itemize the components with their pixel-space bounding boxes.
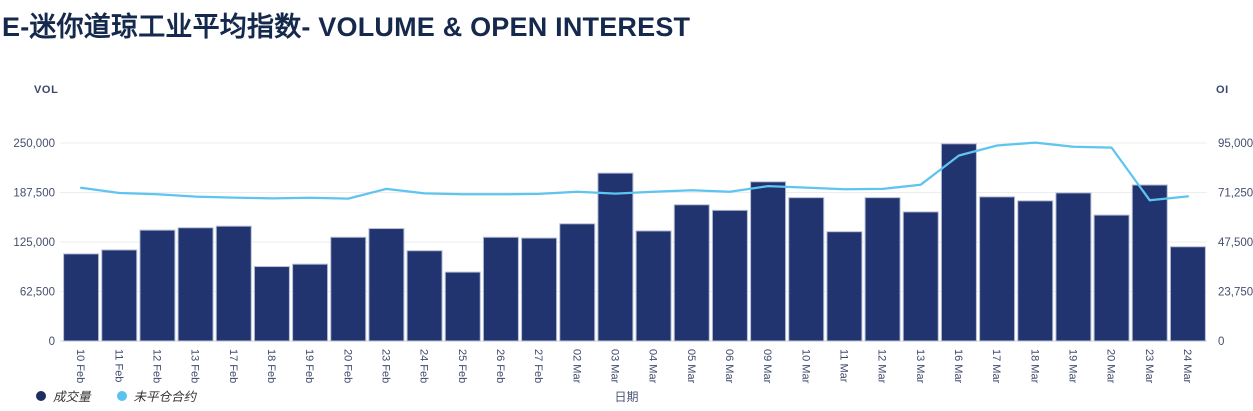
volume-bar[interactable] — [406, 250, 443, 342]
volume-bar[interactable] — [559, 223, 596, 342]
volume-bar[interactable] — [521, 237, 558, 342]
volume-bar[interactable] — [253, 266, 290, 342]
x-axis-label: 11 Feb — [112, 349, 124, 382]
left-axis-tick-label: 62,500 — [20, 287, 55, 299]
volume-bar[interactable] — [444, 271, 481, 342]
volume-bar[interactable] — [1017, 200, 1054, 342]
x-axis-label: 12 Feb — [150, 349, 162, 383]
volume-bar[interactable] — [902, 211, 939, 342]
right-axis-tick-label: 47,500 — [1218, 237, 1253, 249]
volume-bar[interactable] — [864, 197, 901, 342]
x-axis-label: 11 Mar — [837, 349, 849, 383]
x-axis-label: 12 Mar — [876, 349, 888, 384]
left-axis-tick-label: 125,000 — [13, 237, 55, 249]
right-axis-tick-label: 71,250 — [1218, 188, 1253, 200]
volume-bar[interactable] — [63, 253, 100, 342]
page-title: E-迷你道琼工业平均指数- VOLUME & OPEN INTEREST — [2, 12, 691, 42]
x-axis-label: 10 Mar — [799, 349, 811, 384]
right-axis-tick-label: 95,000 — [1218, 138, 1253, 150]
x-axis-label: 04 Mar — [647, 349, 659, 384]
volume-bar[interactable] — [1169, 246, 1206, 342]
open-interest-legend-label: 未平仓合约 — [133, 390, 197, 404]
volume-bar[interactable] — [826, 231, 863, 342]
volume-bar[interactable] — [788, 197, 825, 342]
x-axis-label: 10 Feb — [74, 349, 86, 383]
volume-bar[interactable] — [482, 236, 519, 342]
volume-bar[interactable] — [139, 229, 176, 342]
x-axis-label: 09 Mar — [761, 349, 773, 384]
x-axis-label: 06 Mar — [723, 349, 735, 384]
x-axis-label: 18 Mar — [1028, 349, 1040, 384]
x-axis-label: 03 Mar — [608, 349, 620, 384]
volume-bar[interactable] — [330, 236, 367, 342]
legend-item-volume[interactable]: 成交量 — [36, 386, 91, 405]
open-interest-legend-dot — [116, 390, 127, 401]
x-axis-label: 19 Feb — [303, 349, 315, 383]
volume-bar[interactable] — [1093, 214, 1130, 342]
x-axis-label: 20 Feb — [341, 349, 353, 383]
left-axis-tick-label: 0 — [49, 336, 55, 348]
x-axis-label: 13 Feb — [189, 349, 201, 383]
left-axis-tick-label: 250,000 — [13, 138, 55, 150]
x-axis-label: 24 Mar — [1181, 349, 1193, 384]
x-axis-label: 16 Mar — [952, 349, 964, 384]
volume-bar[interactable] — [101, 249, 138, 342]
open-interest-line — [79, 141, 1190, 202]
x-axis-label: 05 Mar — [685, 349, 697, 384]
left-axis-title: VOL — [34, 84, 59, 96]
volume-legend-dot — [36, 390, 46, 401]
x-axis-label: 24 Feb — [418, 349, 430, 383]
legend: 成交量 未平仓合约 — [36, 386, 196, 405]
right-axis-tick-label: 23,750 — [1218, 287, 1253, 299]
x-axis-label: 25 Feb — [456, 349, 468, 383]
volume-bar[interactable] — [1131, 184, 1168, 342]
right-axis-tick-label: 0 — [1218, 336, 1224, 348]
x-axis-label: 17 Mar — [990, 349, 1002, 384]
volume-bar[interactable] — [979, 196, 1016, 342]
x-axis-label: 13 Mar — [914, 349, 926, 384]
x-axis-label: 17 Feb — [227, 349, 239, 383]
right-axis-title: OI — [1216, 84, 1229, 96]
volume-bar[interactable] — [711, 209, 748, 342]
volume-bar[interactable] — [215, 225, 252, 342]
x-axis-label: 02 Mar — [570, 349, 582, 384]
volume-bar[interactable] — [673, 204, 710, 342]
volume-bar[interactable] — [368, 228, 405, 342]
volume-bar[interactable] — [940, 143, 977, 342]
x-axis-label: 18 Feb — [265, 349, 277, 383]
left-axis-tick-label: 187,500 — [13, 188, 55, 200]
volume-bar[interactable] — [177, 227, 214, 342]
x-axis-label: 23 Mar — [1143, 349, 1155, 384]
x-axis-label: 27 Feb — [532, 349, 544, 383]
x-axis-label: 19 Mar — [1066, 349, 1078, 384]
volume-bar[interactable] — [292, 263, 329, 342]
volume-bar[interactable] — [750, 181, 787, 342]
volume-legend-label: 成交量 — [53, 390, 91, 404]
x-axis-label: 20 Mar — [1105, 349, 1117, 384]
legend-item-open-interest[interactable]: 未平仓合约 — [116, 386, 197, 405]
x-axis-label: 26 Feb — [494, 349, 506, 383]
volume-bar[interactable] — [597, 172, 634, 342]
volume-bar[interactable] — [1055, 192, 1092, 342]
x-axis-label: 23 Feb — [379, 349, 391, 383]
volume-bar[interactable] — [635, 230, 672, 342]
